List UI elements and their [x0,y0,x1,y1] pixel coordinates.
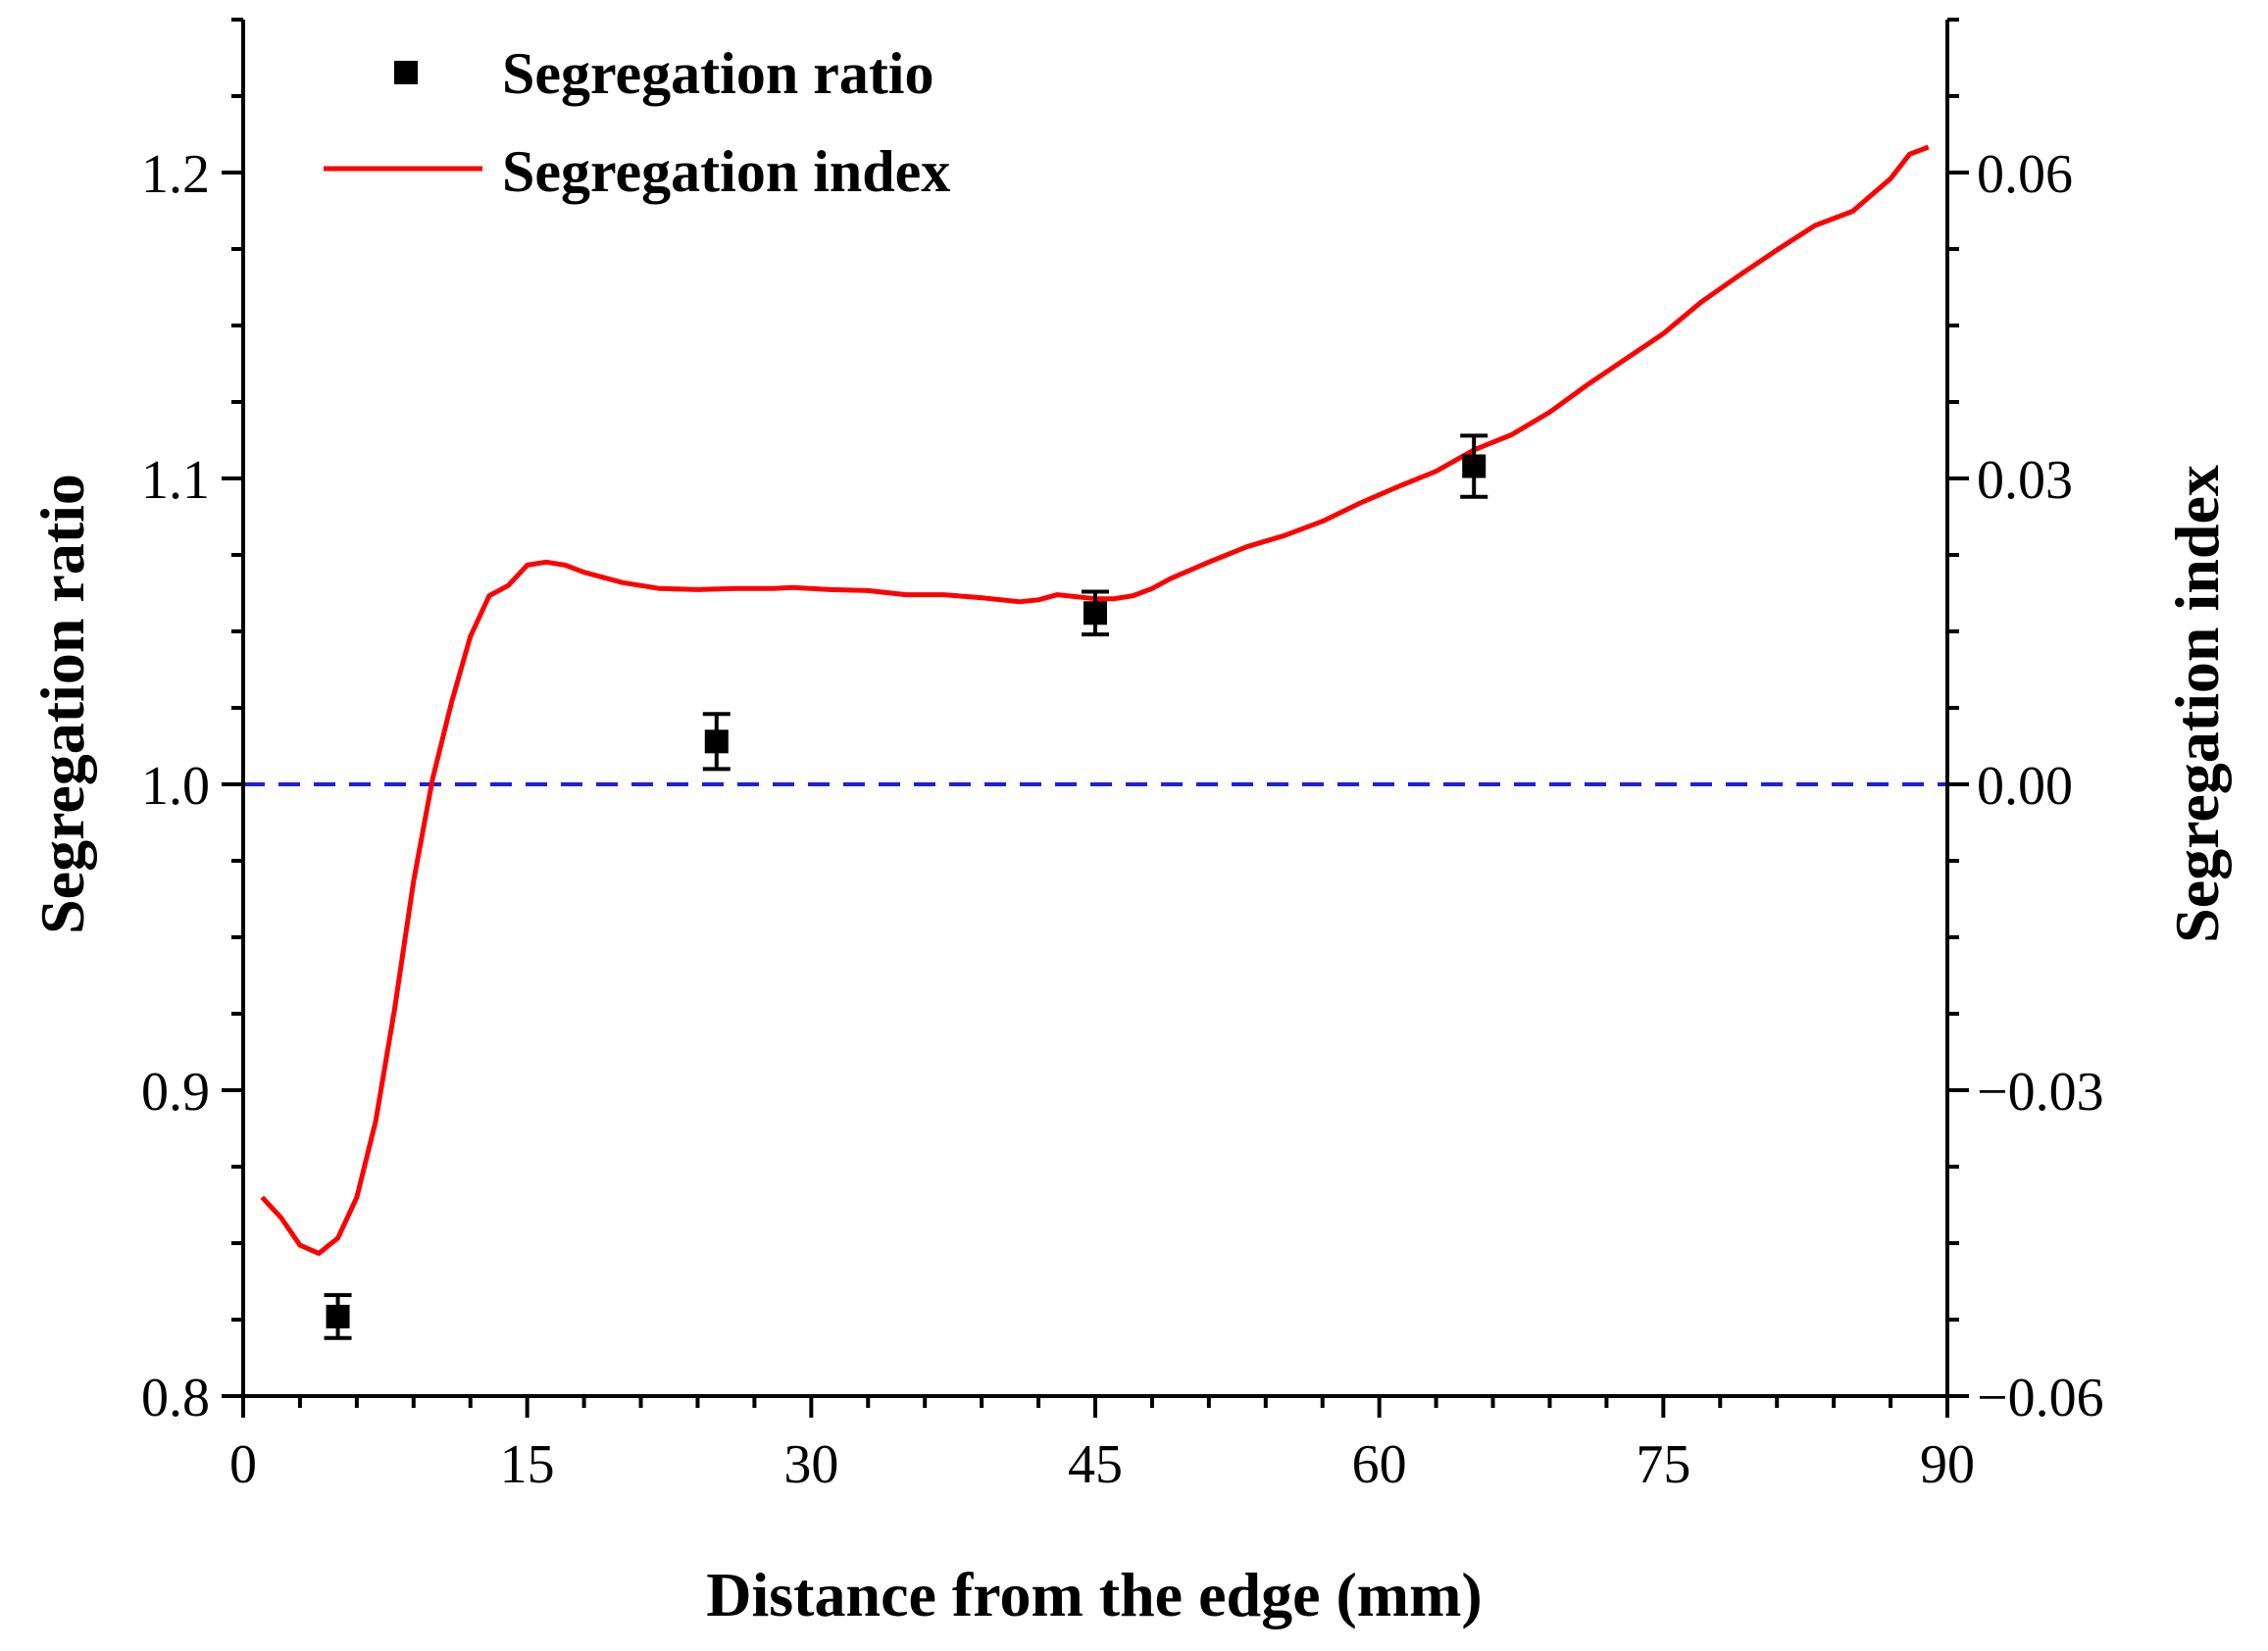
data-point-segregation-ratio [702,712,731,772]
legend-label-segregation-ratio: Segregation ratio [502,41,933,106]
data-point-segregation-ratio [324,1293,352,1340]
x-axis-title: Distance from the edge (mm) [706,1560,1482,1629]
y-left-tick-label: 1.0 [141,756,210,817]
series-layer [260,144,1930,1340]
x-tick-label: 90 [1920,1434,1975,1495]
x-tick-label: 60 [1352,1434,1407,1495]
series-line-segregation-index [260,144,1930,1256]
x-tick-label: 15 [500,1434,555,1495]
legend: Segregation ratio Segregation index [324,41,950,204]
y-left-tick-label: 1.1 [141,450,210,511]
data-point-segregation-ratio [1460,433,1488,499]
y-right-tick-label: −0.06 [1977,1368,2104,1428]
ticks-layer [222,18,1969,1418]
x-tick-label: 45 [1068,1434,1123,1495]
marker-square [1084,601,1107,625]
y-right-tick-label: −0.03 [1977,1062,2104,1123]
marker-square [326,1304,350,1328]
y-right-tick-label: 0.03 [1977,450,2073,511]
y-left-tick-label: 1.2 [141,144,210,205]
x-tick-label: 75 [1636,1434,1690,1495]
data-point-segregation-ratio [1082,589,1109,637]
marker-square [1462,454,1487,478]
y-left-tick-label: 0.9 [141,1062,210,1123]
y-left-axis-title: Segregation ratio [27,474,97,934]
y-right-axis-title: Segregation index [2162,465,2232,943]
legend-marker-segregation-ratio [394,61,418,84]
labels-layer: 0 15 30 45 60 75 90 0.8 0.9 1.0 1.1 1.2 −0.06 −0.03 0.… [141,144,2104,1495]
y-right-tick-label: 0.00 [1977,756,2073,817]
y-left-tick-label: 0.8 [141,1368,210,1428]
y-right-tick-label: 0.06 [1977,144,2073,205]
legend-label-segregation-index: Segregation index [502,139,950,204]
marker-square [704,729,729,754]
x-tick-label: 0 [229,1434,257,1495]
x-tick-label: 30 [783,1434,838,1495]
